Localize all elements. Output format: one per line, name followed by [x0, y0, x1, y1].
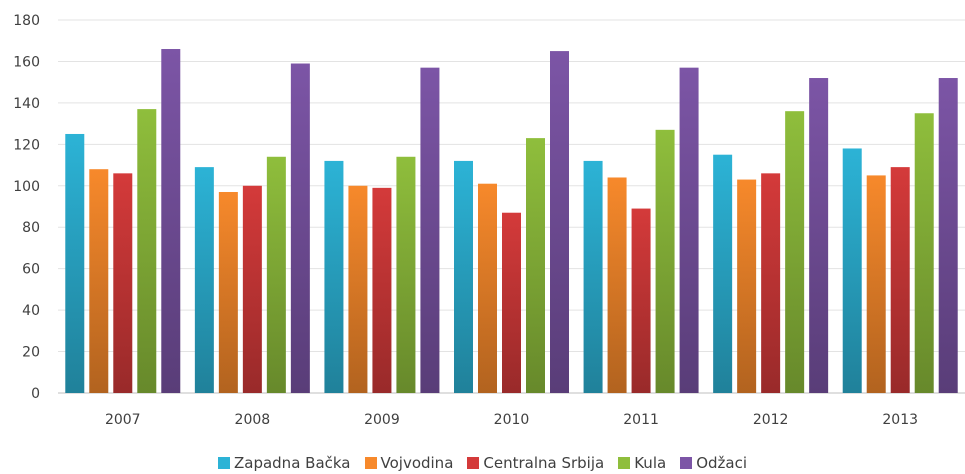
x-tick-label: 2008 [235, 412, 271, 428]
legend-item: Kula [618, 454, 666, 472]
bar [266, 156, 286, 393]
bar [914, 113, 934, 393]
bar [290, 63, 310, 394]
bar [761, 173, 781, 393]
bar [737, 179, 757, 393]
x-tick-label: 2007 [105, 412, 141, 428]
bar [113, 173, 133, 393]
bar [526, 138, 545, 393]
legend-item: Zapadna Bačka [217, 454, 351, 472]
y-tick-label: 80 [22, 220, 40, 236]
bar [65, 133, 85, 393]
y-tick-label: 20 [22, 345, 40, 361]
bar [655, 129, 675, 394]
legend-swatch [364, 457, 377, 469]
legend-swatch [680, 457, 693, 469]
bar [550, 51, 569, 393]
legend-item: Odžaci [680, 454, 747, 472]
bar [218, 191, 238, 393]
bar [194, 167, 214, 393]
x-tick-label: 2009 [364, 412, 400, 428]
y-tick-label: 120 [13, 137, 40, 153]
bar [372, 187, 392, 393]
bar [324, 160, 344, 393]
legend-item: Centralna Srbija [467, 454, 604, 472]
legend-swatch [217, 457, 230, 469]
legend-label: Odžaci [696, 454, 747, 472]
bar [161, 49, 181, 394]
x-tick-label: 2011 [623, 412, 659, 428]
bar [631, 208, 651, 393]
legend-swatch [467, 457, 480, 469]
y-tick-label: 180 [13, 13, 40, 29]
legend-label: Kula [634, 454, 667, 472]
bar [938, 78, 958, 394]
y-tick-label: 60 [22, 262, 40, 278]
bar [89, 169, 109, 393]
bar [583, 160, 603, 393]
bar [679, 67, 699, 394]
y-tick-label: 40 [22, 303, 40, 319]
bar [348, 185, 368, 393]
bar [713, 154, 733, 393]
bar [809, 78, 829, 394]
bar [890, 167, 910, 393]
legend-swatch [618, 457, 631, 469]
bar [454, 160, 473, 393]
legend-label: Centralna Srbija [483, 454, 605, 472]
bar [866, 175, 886, 393]
bar [137, 109, 157, 393]
bar [785, 111, 805, 393]
y-tick-label: 160 [13, 54, 40, 70]
bar [478, 183, 497, 393]
y-tick-label: 0 [31, 386, 40, 402]
bar [607, 177, 627, 393]
bar [242, 185, 262, 393]
x-tick-label: 2012 [753, 412, 789, 428]
legend-label: Zapadna Bačka [233, 454, 351, 472]
x-tick-label: 2013 [882, 412, 918, 428]
bar-chart: 0 20 40 60 80 100 120 140 160 180 2007 2008 2009 2010… [13, 13, 965, 428]
y-tick-label: 140 [13, 96, 40, 112]
legend-label: Vojvodina [380, 454, 454, 472]
legend-item: Vojvodina [364, 454, 454, 472]
x-tick-label: 2010 [494, 412, 530, 428]
bar [396, 156, 416, 393]
y-tick-label: 100 [13, 179, 40, 195]
bar [420, 67, 440, 394]
bar [842, 148, 862, 393]
chart-legend: Zapadna Bačka Vojvodina Centralna Srbija Ku… [0, 452, 965, 474]
bar [502, 212, 521, 393]
